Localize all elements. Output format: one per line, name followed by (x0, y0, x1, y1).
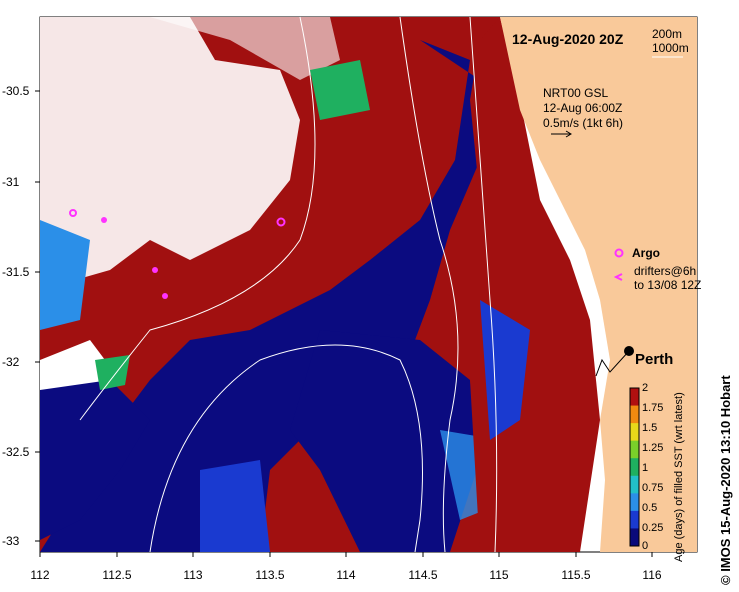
contour-1000m (79, 16, 316, 421)
x-tick-label: 116 (642, 568, 662, 582)
map-timestamp: 12-Aug-2020 20Z (512, 31, 624, 47)
colorbar-segment (630, 405, 639, 424)
drifters-legend-label: drifters@6h (634, 264, 697, 278)
colorbar-segment (630, 493, 639, 512)
argo-legend-label: Argo (632, 246, 660, 260)
age-field-recent (40, 40, 480, 552)
y-tick-label: -31 (2, 175, 20, 189)
colorbar-segment (630, 458, 639, 477)
x-tick-label: 113 (183, 568, 203, 582)
drifters-legend-label-2: to 13/08 12Z (634, 278, 702, 292)
colorbar-title: Age (days) of filled SST (wrt latest) (673, 392, 685, 562)
age-field-recent (40, 380, 150, 540)
y-axis-ticks (35, 90, 40, 542)
argo-marker (69, 209, 77, 217)
contour-200m (399, 16, 459, 553)
currents-note-line2: 12-Aug 06:00Z (543, 101, 623, 115)
colorbar-segment (630, 510, 639, 529)
colorbar-tick: 1.5 (642, 422, 658, 434)
age-field-green (95, 355, 130, 390)
x-tick-label: 112.5 (102, 568, 132, 582)
colorbar-segment (630, 388, 639, 407)
contour-legend-1000m: 1000m (652, 41, 689, 55)
colorbar-frame (629, 387, 640, 547)
colorbar-tick: 0.75 (642, 482, 664, 494)
y-tick-label: -30.5 (2, 84, 30, 98)
argo-legend-icon (614, 248, 624, 258)
colorbar-tick: 1 (642, 462, 649, 474)
currents-note-line3: 0.5m/s (1kt 6h) (543, 116, 624, 130)
y-tick-label: -33 (2, 534, 20, 548)
x-tick-label: 114 (336, 568, 356, 582)
age-field-recent (290, 330, 480, 552)
colorbar-tick: 0.5 (642, 502, 658, 514)
current-scale-arrow (551, 130, 572, 138)
drifter-marker (101, 217, 107, 223)
colorbar-segment (630, 440, 639, 459)
colorbar (629, 387, 640, 547)
contour-1000m (149, 344, 423, 553)
age-field-green (310, 60, 370, 120)
contour-200m (469, 16, 498, 553)
colorbar-tick: 2 (642, 382, 649, 394)
x-tick-label: 114.5 (408, 568, 438, 582)
colorbar-tick: 1.75 (642, 402, 664, 414)
y-tick-label: -32 (2, 355, 20, 369)
drifter-legend-icon (613, 273, 623, 281)
contour-legend-200m: 200m (652, 27, 683, 41)
y-tick-label: -32.5 (2, 445, 30, 459)
drifter-marker (162, 293, 168, 299)
age-field-mid (40, 220, 90, 330)
colorbar-segment (630, 423, 639, 442)
perth-callout (595, 350, 630, 377)
colorbar-segment (630, 475, 639, 494)
colorbar-tick: 1.25 (642, 442, 664, 454)
drifter-marker (152, 267, 158, 273)
currents-note-line1: NRT00 GSL (543, 86, 609, 100)
city-label-perth: Perth (635, 351, 674, 368)
colorbar-tick: 0.25 (642, 522, 664, 534)
land-mass (500, 17, 697, 552)
x-tick-label: 112 (30, 568, 50, 582)
age-field-mid (200, 460, 270, 552)
colorbar-tick: 0 (642, 540, 649, 552)
nodata-patch (150, 17, 340, 80)
argo-marker (276, 217, 286, 227)
y-tick-label: -31.5 (2, 265, 30, 279)
x-tick-label: 115.5 (561, 568, 591, 582)
x-tick-label: 113.5 (255, 568, 285, 582)
x-tick-label: 115 (489, 568, 509, 582)
credit-text: © IMOS 15-Aug-2020 13:10 Hobart (718, 375, 733, 585)
x-axis-ticks (39, 552, 653, 557)
colorbar-segment (630, 528, 639, 547)
